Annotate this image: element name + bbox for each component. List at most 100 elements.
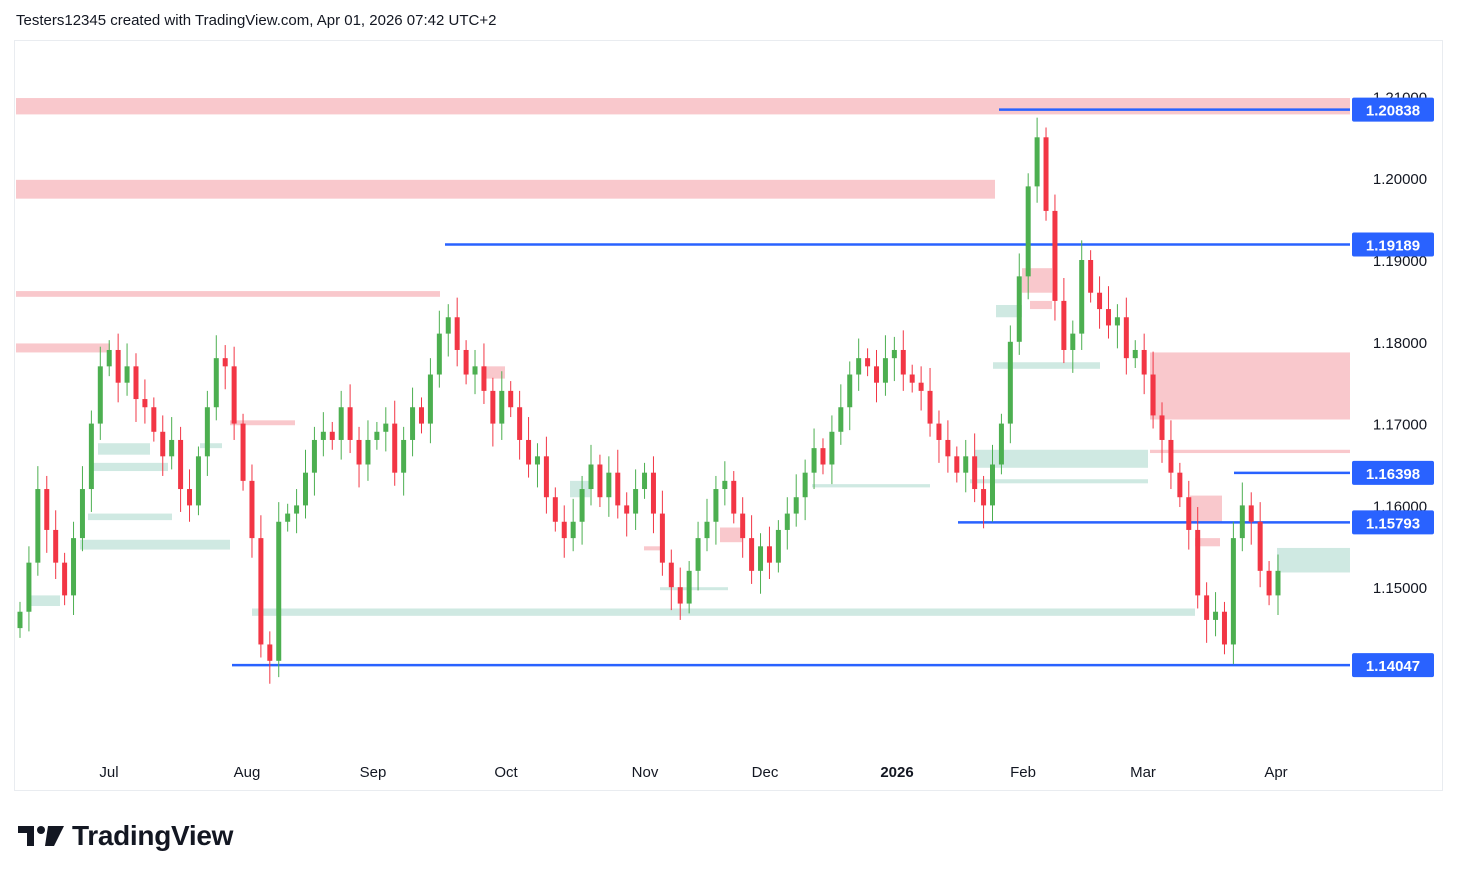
x-tick-label: Nov: [632, 764, 659, 781]
candle-down: [133, 366, 139, 400]
supply-zone: [16, 179, 995, 199]
candle-up: [695, 538, 701, 571]
candle-up: [124, 366, 130, 383]
candle-down: [392, 423, 398, 473]
candle-down: [329, 431, 335, 440]
candle-up: [445, 317, 451, 334]
candle-down: [543, 456, 549, 498]
price-axis: 1.210001.200001.190001.180001.170001.160…: [1373, 89, 1427, 597]
price-tag: 1.14047: [1352, 653, 1434, 678]
candle-down: [561, 521, 567, 539]
candle-down: [187, 489, 193, 506]
candle-down: [249, 480, 255, 539]
price-tag-label: 1.19189: [1366, 238, 1420, 255]
candle-down: [454, 317, 460, 350]
candle-up: [276, 521, 282, 661]
candle-up: [1025, 186, 1031, 277]
candle-up: [588, 464, 594, 490]
supply-zone: [720, 527, 742, 543]
candle-up: [1132, 349, 1138, 359]
x-tick-label: Apr: [1264, 764, 1287, 781]
demand-zone: [1277, 547, 1350, 573]
chart-snapshot-header: Testers12345 created with TradingView.co…: [16, 12, 497, 29]
candle-down: [1088, 260, 1094, 293]
candle-down: [44, 489, 50, 530]
candle-up: [775, 529, 781, 563]
demand-zone: [975, 449, 1148, 468]
candle-down: [1043, 137, 1049, 211]
candle-down: [552, 497, 558, 522]
candle-down: [151, 407, 157, 432]
candle-down: [231, 366, 237, 424]
candle-down: [1150, 374, 1156, 416]
candle-down: [936, 423, 942, 440]
candle-down: [508, 390, 514, 408]
tradingview-logo-text: TradingView: [72, 820, 234, 851]
candle-down: [142, 399, 148, 408]
candle-up: [427, 374, 433, 424]
candle-down: [481, 366, 487, 391]
price-chart[interactable]: 1.210001.200001.190001.180001.170001.160…: [0, 0, 1458, 800]
price-tag-label: 1.14047: [1366, 658, 1420, 675]
candle-up: [998, 423, 1004, 465]
candle-up: [811, 448, 817, 473]
demand-zone: [993, 362, 1100, 369]
candle-down: [874, 366, 880, 383]
candle-down: [981, 489, 987, 506]
candle-down: [766, 546, 772, 563]
x-tick-label: Jul: [99, 764, 118, 781]
x-tick-label: Aug: [234, 764, 261, 781]
candle-up: [989, 464, 995, 506]
candle-up: [570, 521, 576, 539]
candle-up: [534, 456, 540, 465]
supply-zone: [1195, 538, 1220, 547]
candle-up: [1016, 276, 1022, 342]
candle-down: [347, 407, 353, 440]
supply-zone: [1150, 352, 1350, 420]
candle-up: [320, 431, 326, 440]
y-tick-label: 1.18000: [1373, 335, 1427, 352]
candle-up: [847, 374, 853, 408]
candle-up: [606, 472, 612, 498]
candle-up: [1213, 611, 1219, 620]
candle-up: [963, 456, 969, 473]
candle-up: [311, 439, 317, 473]
candle-up: [579, 489, 585, 522]
candle-down: [650, 472, 656, 514]
demand-zone: [88, 513, 172, 521]
candle-up: [303, 472, 309, 506]
price-tag-bg: [1352, 97, 1434, 122]
candles-layer: [17, 117, 1281, 684]
candle-down: [677, 587, 683, 604]
price-tag-label: 1.20838: [1366, 103, 1420, 120]
y-tick-label: 1.15000: [1373, 580, 1427, 597]
candle-down: [1168, 439, 1174, 473]
x-tick-label: 2026: [880, 764, 913, 781]
candle-down: [1177, 472, 1183, 498]
x-tick-label: Feb: [1010, 764, 1036, 781]
candle-up: [1007, 341, 1013, 424]
tradingview-logo[interactable]: TradingView: [18, 820, 233, 852]
candle-down: [1195, 529, 1201, 596]
candle-down: [53, 529, 59, 563]
candle-down: [526, 439, 532, 465]
price-tag-bg: [1352, 653, 1434, 678]
demand-zone: [252, 608, 1195, 616]
y-tick-label: 1.20000: [1373, 171, 1427, 188]
candle-up: [1079, 260, 1085, 334]
candle-down: [731, 480, 737, 514]
candle-up: [1275, 570, 1281, 596]
price-tag-bg: [1352, 232, 1434, 257]
demand-zone: [970, 479, 1148, 484]
candle-down: [1257, 521, 1263, 571]
candle-up: [784, 513, 790, 530]
supply-zone: [483, 366, 505, 379]
candle-up: [365, 439, 371, 465]
x-tick-label: Sep: [360, 764, 387, 781]
candle-down: [1266, 570, 1272, 596]
candle-down: [1061, 300, 1067, 350]
candle-up: [1070, 333, 1076, 350]
supply-zone: [644, 546, 660, 551]
demand-zone: [200, 443, 222, 449]
candle-down: [463, 349, 469, 375]
